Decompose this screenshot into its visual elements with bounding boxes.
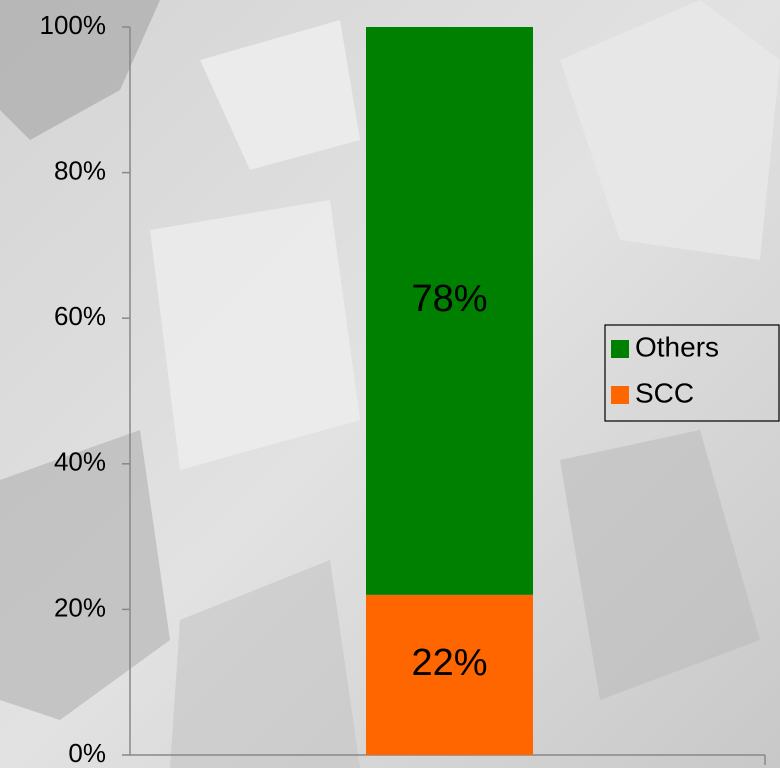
y-tick-label: 40% [54,447,106,477]
plot-area: 0% 20% 40% 60% 80% 100% 22% 78% Others SCC [40,10,780,768]
legend-box [604,324,780,422]
legend-swatch [611,340,629,358]
bar-segment [366,594,533,755]
legend-swatch [611,386,629,404]
y-tick-label: 20% [54,592,106,622]
legend-label: Others [635,331,719,362]
y-tick-label: 0% [68,738,106,768]
value-label: 78% [411,278,487,320]
bar-segment [366,27,533,595]
value-label: 22% [411,642,487,684]
y-tick-label: 80% [54,155,106,185]
legend-label: SCC [635,377,694,408]
y-tick-label: 100% [40,10,107,40]
y-tick-label: 60% [54,301,106,331]
